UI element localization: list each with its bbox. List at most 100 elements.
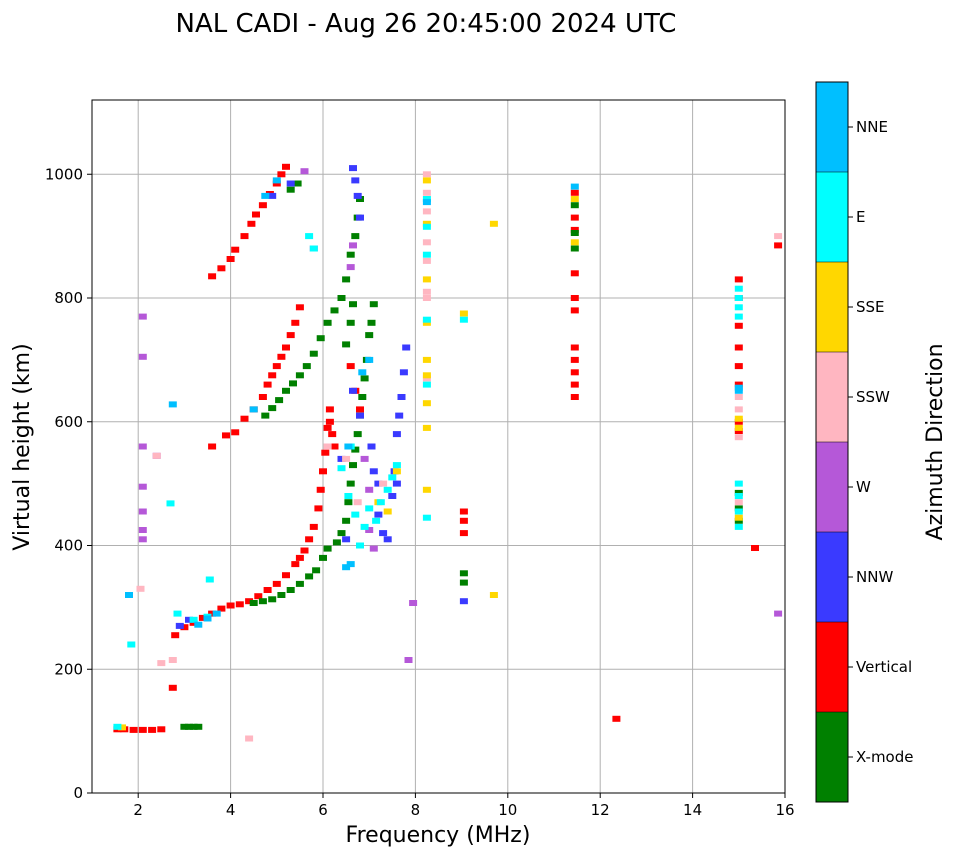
data-point <box>113 723 122 730</box>
data-point <box>118 724 126 731</box>
data-point <box>422 356 431 363</box>
data-point <box>459 316 468 323</box>
data-point <box>289 380 297 387</box>
data-point <box>734 489 743 496</box>
data-point <box>374 511 383 518</box>
data-point <box>422 208 431 215</box>
data-point <box>152 452 161 459</box>
plot-frame <box>91 99 786 794</box>
data-point <box>459 579 468 586</box>
data-point <box>369 301 378 308</box>
data-point <box>194 723 203 730</box>
data-point <box>422 288 431 295</box>
data-point <box>367 319 376 326</box>
data-point <box>422 171 431 178</box>
data-point <box>208 443 217 450</box>
data-point <box>351 233 360 240</box>
data-point <box>175 622 184 629</box>
data-point <box>358 369 367 376</box>
data-point <box>300 547 309 554</box>
data-point <box>282 387 290 394</box>
data-point <box>337 455 346 462</box>
data-point <box>459 517 468 524</box>
data-point <box>342 455 351 462</box>
data-point <box>300 168 309 175</box>
x-axis-label: Frequency (MHz) <box>346 823 531 848</box>
data-point <box>422 189 431 196</box>
data-point <box>422 199 431 206</box>
data-point <box>734 428 743 434</box>
data-point <box>570 183 579 190</box>
data-point <box>293 180 302 187</box>
chart-title: NAL CADI - Aug 26 20:45:00 2024 UTC <box>176 9 677 39</box>
data-point <box>342 517 351 524</box>
y-tick-label: 0 <box>73 784 83 802</box>
data-point <box>365 356 374 363</box>
data-point <box>360 375 369 382</box>
data-point <box>222 432 230 439</box>
data-point <box>422 381 431 388</box>
data-point <box>353 192 362 199</box>
y-tick-label: 400 <box>54 537 83 555</box>
data-point <box>344 499 353 506</box>
data-point <box>217 605 226 612</box>
data-point <box>392 468 401 475</box>
data-point <box>570 295 579 301</box>
data-point <box>570 189 579 196</box>
data-point <box>344 443 353 450</box>
data-point <box>774 233 783 240</box>
data-point <box>392 480 401 487</box>
data-point <box>295 554 304 561</box>
data-point <box>173 610 182 617</box>
data-point <box>323 319 332 326</box>
x-tick-label: 16 <box>775 801 794 819</box>
data-point <box>309 245 318 252</box>
data-point <box>272 580 281 587</box>
data-point <box>379 530 388 537</box>
colorbar-label: E <box>856 208 865 226</box>
data-point <box>392 431 401 438</box>
data-point <box>342 536 351 543</box>
data-point <box>309 350 318 357</box>
data-point <box>286 180 295 187</box>
colorbar-label: W <box>856 478 871 496</box>
data-point <box>397 394 406 400</box>
data-point <box>734 313 743 320</box>
data-point <box>395 412 404 419</box>
data-point <box>208 273 217 280</box>
data-point <box>422 295 431 301</box>
data-point <box>734 517 743 524</box>
data-point <box>245 735 254 742</box>
data-point <box>374 480 383 487</box>
data-point <box>349 387 357 394</box>
data-point <box>734 322 743 329</box>
data-point <box>282 572 290 579</box>
data-point <box>734 295 743 301</box>
data-point <box>325 418 334 425</box>
data-point <box>774 242 783 249</box>
colorbar-frame <box>815 81 849 803</box>
data-point <box>138 726 147 733</box>
data-point <box>734 424 743 431</box>
data-point <box>231 246 240 253</box>
data-point <box>282 163 290 170</box>
data-point <box>337 465 346 472</box>
data-point <box>422 239 431 246</box>
azimuth-colorbar: X-mode Vertical NNW W SSW SSE E NNE <box>815 81 913 803</box>
x-tick-label: 4 <box>226 801 236 819</box>
colorbar-label: SSW <box>856 388 890 406</box>
data-point <box>365 486 374 493</box>
data-point <box>422 514 431 521</box>
data-point <box>168 684 177 691</box>
x-tick-label: 2 <box>133 801 143 819</box>
data-point <box>328 431 337 438</box>
colorbar-segment <box>816 622 848 712</box>
data-point <box>422 375 431 382</box>
data-point <box>422 400 431 407</box>
data-point <box>369 468 378 475</box>
data-point <box>356 542 364 549</box>
data-point <box>489 592 498 598</box>
data-point <box>305 233 314 240</box>
data-point <box>323 443 332 450</box>
